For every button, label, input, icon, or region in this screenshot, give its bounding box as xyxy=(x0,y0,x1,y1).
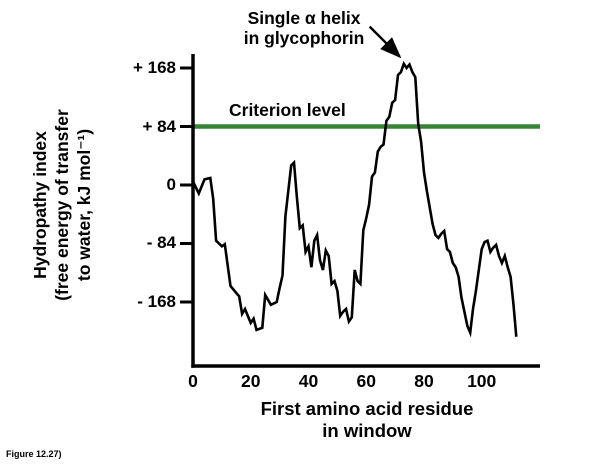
hydropathy-curve xyxy=(191,60,518,338)
annotation-arrow xyxy=(368,25,402,59)
